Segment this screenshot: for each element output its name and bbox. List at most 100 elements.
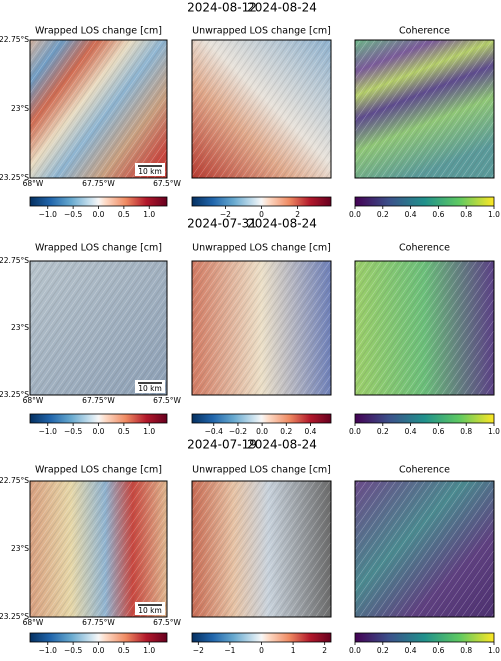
hillshade bbox=[355, 261, 494, 395]
colorbar-tick-label: 1 bbox=[291, 646, 296, 655]
map-frame bbox=[191, 260, 332, 396]
colorbar-tick-label: 0.4 bbox=[405, 427, 417, 436]
x-axis-label: 67.5°W bbox=[153, 618, 181, 627]
panel-title: Coherence bbox=[399, 26, 450, 37]
panel-title: Wrapped LOS change [cm] bbox=[35, 243, 162, 254]
colorbar-tick-label: 0.8 bbox=[460, 210, 472, 219]
hillshade bbox=[30, 40, 167, 178]
hillshade bbox=[355, 481, 494, 617]
date-start: 2024-07-19 bbox=[187, 438, 257, 452]
date-end: 2024-08-24 bbox=[247, 1, 317, 15]
hillshade bbox=[30, 261, 167, 395]
hillshade bbox=[355, 40, 494, 178]
map-frame bbox=[354, 39, 495, 179]
colorbar-tick-label: 0.8 bbox=[460, 646, 472, 655]
colorbar bbox=[191, 413, 332, 424]
colorbar-tick-label: −0.5 bbox=[64, 646, 82, 655]
colorbar-tick-label: 0.0 bbox=[349, 646, 361, 655]
y-axis-label: 23°S bbox=[11, 323, 29, 332]
panel-title: Unwrapped LOS change [cm] bbox=[192, 26, 331, 37]
y-axis-label: 22.75°S bbox=[0, 476, 29, 485]
colorbar-tick-label: −1.0 bbox=[39, 646, 57, 655]
map-frame bbox=[29, 39, 168, 179]
colorbar-tick-label: −1.0 bbox=[39, 427, 57, 436]
map-frame bbox=[354, 480, 495, 618]
colorbar-tick-label: 1.0 bbox=[143, 210, 155, 219]
y-axis-label: 23.25°S bbox=[0, 173, 29, 182]
date-start: 2024-07-31 bbox=[187, 217, 257, 231]
map-frame bbox=[354, 260, 495, 396]
colorbar bbox=[354, 196, 495, 207]
colorbar-tick-label: 0.0 bbox=[256, 427, 268, 436]
colorbar-tick-label: 0.6 bbox=[432, 210, 444, 219]
scale-bar-label: 10 km bbox=[138, 384, 162, 393]
colorbar-tick-label: 0.5 bbox=[118, 427, 130, 436]
panel-title: Wrapped LOS change [cm] bbox=[35, 26, 162, 37]
date-end: 2024-08-24 bbox=[247, 217, 317, 231]
map-frame bbox=[29, 260, 168, 396]
colorbar-tick-label: 0.2 bbox=[377, 427, 389, 436]
colorbar-tick-label: 0.0 bbox=[93, 427, 105, 436]
date-end: 2024-08-24 bbox=[247, 438, 317, 452]
panel-title: Unwrapped LOS change [cm] bbox=[192, 243, 331, 254]
map-frame bbox=[191, 39, 332, 179]
colorbar-tick-label: 1.0 bbox=[488, 427, 500, 436]
colorbar-tick-label: −0.4 bbox=[205, 427, 223, 436]
colorbar bbox=[191, 632, 332, 643]
y-axis-label: 22.75°S bbox=[0, 35, 29, 44]
colorbar-tick-label: −0.5 bbox=[64, 427, 82, 436]
colorbar-tick-label: 0.8 bbox=[460, 427, 472, 436]
colorbar-tick-label: 0 bbox=[259, 646, 264, 655]
colorbar-tick-label: 2 bbox=[295, 210, 300, 219]
colorbar-tick-label: 0.5 bbox=[118, 210, 130, 219]
colorbar bbox=[191, 196, 332, 207]
panel-title: Unwrapped LOS change [cm] bbox=[192, 465, 331, 476]
colorbar-tick-label: 0.6 bbox=[432, 646, 444, 655]
colorbar bbox=[29, 196, 168, 207]
colorbar-tick-label: 0.4 bbox=[405, 210, 417, 219]
hillshade bbox=[192, 481, 331, 617]
colorbar-tick-label: 0.5 bbox=[118, 646, 130, 655]
colorbar-tick-label: 0.0 bbox=[93, 210, 105, 219]
colorbar-tick-label: 0.2 bbox=[377, 646, 389, 655]
x-axis-label: 67.75°W bbox=[82, 179, 115, 188]
x-axis-label: 67.5°W bbox=[153, 396, 181, 405]
x-axis-label: 68°W bbox=[23, 618, 44, 627]
colorbar-tick-label: 1.0 bbox=[488, 646, 500, 655]
colorbar bbox=[354, 632, 495, 643]
colorbar-tick-label: 1.0 bbox=[143, 646, 155, 655]
colorbar-tick-label: 0.4 bbox=[405, 646, 417, 655]
colorbar-tick-label: 0.0 bbox=[93, 646, 105, 655]
colorbar-tick-label: 0.0 bbox=[349, 427, 361, 436]
x-axis-label: 68°W bbox=[23, 179, 44, 188]
y-axis-label: 23.25°S bbox=[0, 390, 29, 399]
colorbar-tick-label: 0.4 bbox=[304, 427, 316, 436]
map-frame bbox=[29, 480, 168, 618]
colorbar-tick-label: 0 bbox=[259, 210, 264, 219]
colorbar-tick-label: 0.6 bbox=[432, 427, 444, 436]
colorbar-tick-label: 1.0 bbox=[488, 210, 500, 219]
x-axis-label: 67.75°W bbox=[82, 618, 115, 627]
colorbar-tick-label: −1.0 bbox=[39, 210, 57, 219]
colorbar-tick-label: −1 bbox=[224, 646, 235, 655]
colorbar-tick-label: 2 bbox=[322, 646, 327, 655]
hillshade bbox=[192, 261, 331, 395]
colorbar bbox=[29, 413, 168, 424]
panel-title: Wrapped LOS change [cm] bbox=[35, 465, 162, 476]
y-axis-label: 23°S bbox=[11, 104, 29, 113]
map-frame bbox=[191, 480, 332, 618]
colorbar-tick-label: −0.2 bbox=[229, 427, 247, 436]
hillshade bbox=[192, 40, 331, 178]
y-axis-label: 22.75°S bbox=[0, 256, 29, 265]
colorbar bbox=[29, 632, 168, 643]
colorbar-tick-label: 0.2 bbox=[280, 427, 292, 436]
colorbar bbox=[354, 413, 495, 424]
colorbar-tick-label: 1.0 bbox=[143, 427, 155, 436]
colorbar-tick-label: 0.2 bbox=[377, 210, 389, 219]
hillshade bbox=[30, 481, 167, 617]
scale-bar-label: 10 km bbox=[138, 167, 162, 176]
panel-title: Coherence bbox=[399, 465, 450, 476]
x-axis-label: 67.5°W bbox=[153, 179, 181, 188]
colorbar-tick-label: 0.0 bbox=[349, 210, 361, 219]
